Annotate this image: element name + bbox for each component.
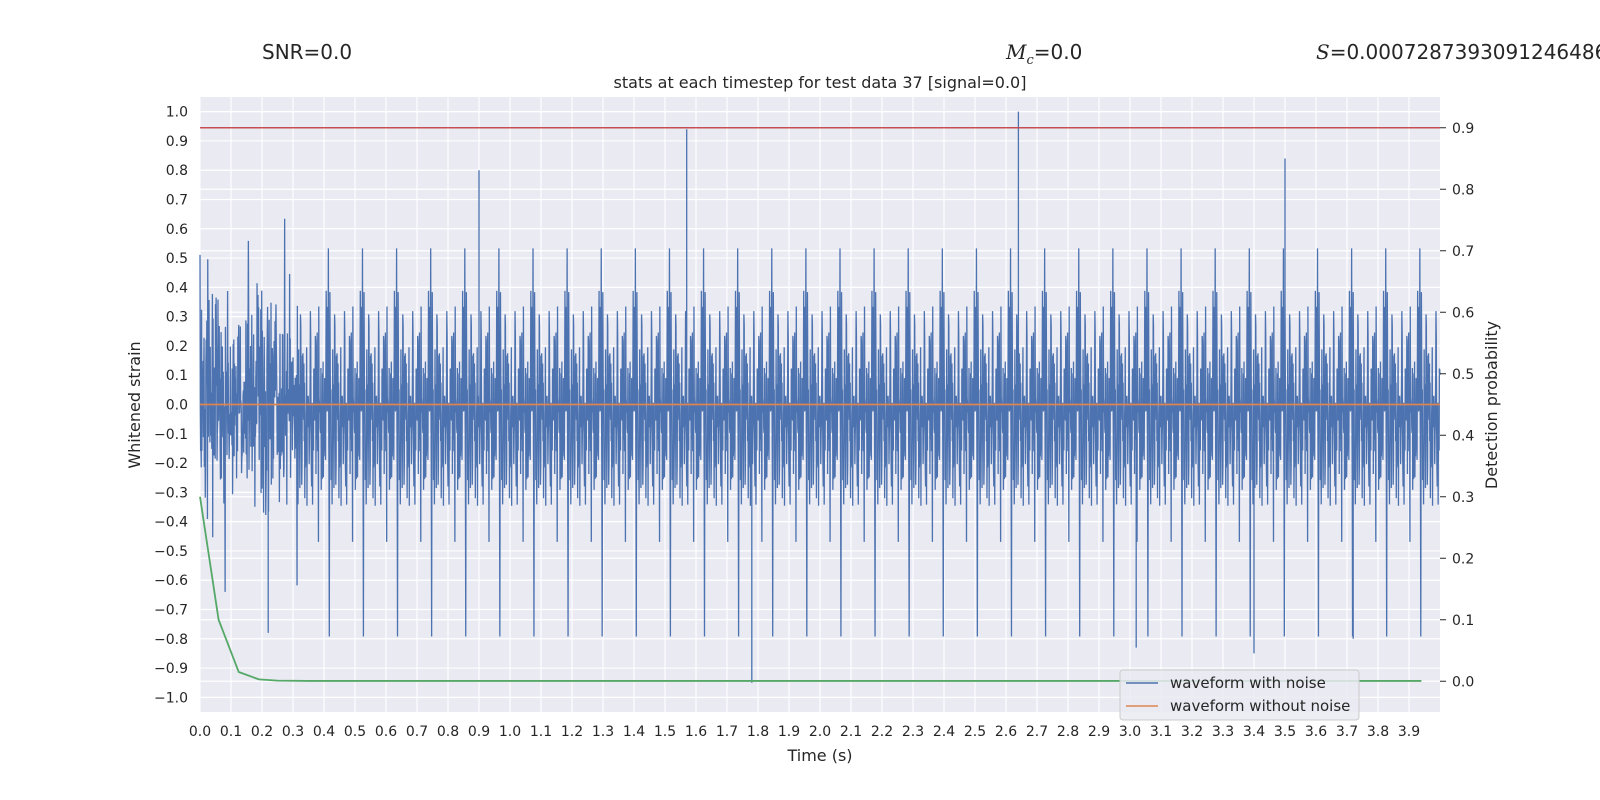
legend: waveform with noise waveform without noi… xyxy=(1119,669,1360,721)
y-tick-label: 0.8 xyxy=(166,163,188,179)
y-tick-label: −1.0 xyxy=(154,690,188,706)
x-tick-label: 2.4 xyxy=(933,724,955,740)
y-axis-ticks: 1.0 0.9 0.8 0.7 0.6 0.5 0.4 0.3 0.2 0.1 0.0 −0.1 −0.… xyxy=(154,105,188,707)
y2-tick-label: 0.6 xyxy=(1452,305,1474,321)
mc-value: =0.0 xyxy=(1033,40,1083,64)
series-layer xyxy=(199,111,1441,683)
y-tick-label: 0.1 xyxy=(166,368,188,384)
x-axis-label: Time (s) xyxy=(786,746,852,765)
x-tick-label: 3.2 xyxy=(1181,724,1203,740)
mc-symbol: M xyxy=(1006,40,1027,64)
x-tick-label: 3.4 xyxy=(1243,724,1265,740)
x-tick-label: 1.3 xyxy=(592,724,614,740)
x-tick-label: 2.6 xyxy=(995,724,1017,740)
chirp-mass-header: Mc=0.0 xyxy=(1006,40,1082,68)
y-tick-label: 0.3 xyxy=(166,310,188,326)
x-tick-label: 1.5 xyxy=(654,724,676,740)
x-tick-label: 0.4 xyxy=(313,724,335,740)
y2-axis-ticks: 0.9 0.8 0.7 0.6 0.5 0.4 0.3 0.2 0.1 0.0 xyxy=(1440,121,1474,690)
x-tick-label: 2.2 xyxy=(871,724,893,740)
x-tick-label: 3.3 xyxy=(1212,724,1234,740)
x-tick-label: 3.8 xyxy=(1367,724,1389,740)
x-tick-label: 1.7 xyxy=(716,724,738,740)
legend-label-noise: waveform with noise xyxy=(1170,674,1326,692)
y-tick-label: 1.0 xyxy=(166,105,188,121)
y-tick-label: −0.5 xyxy=(154,544,188,560)
series-waveform-with-noise xyxy=(199,111,1441,683)
legend-label-clean: waveform without noise xyxy=(1170,697,1350,715)
x-tick-label: 1.2 xyxy=(561,724,583,740)
y-tick-label: 0.2 xyxy=(166,339,188,355)
x-tick-label: 0.5 xyxy=(344,724,366,740)
y-tick-label: 0.4 xyxy=(166,280,188,296)
x-tick-label: 2.8 xyxy=(1057,724,1079,740)
y-tick-label: −0.9 xyxy=(154,661,188,677)
y-tick-label: −0.6 xyxy=(154,573,188,589)
y2-tick-label: 0.5 xyxy=(1452,367,1474,383)
x-tick-label: 3.1 xyxy=(1150,724,1172,740)
x-tick-label: 2.3 xyxy=(902,724,924,740)
y2-tick-label: 0.8 xyxy=(1452,182,1474,198)
y-tick-label: 0.5 xyxy=(166,251,188,267)
y2-axis-label: Detection probability xyxy=(1482,321,1501,489)
y-tick-label: 0.0 xyxy=(166,398,188,414)
y2-tick-label: 0.9 xyxy=(1452,121,1474,137)
x-tick-label: 1.9 xyxy=(778,724,800,740)
x-tick-label: 0.6 xyxy=(375,724,397,740)
y2-tick-label: 0.1 xyxy=(1452,613,1474,629)
x-tick-label: 3.7 xyxy=(1336,724,1358,740)
y-tick-label: −0.1 xyxy=(154,427,188,443)
x-tick-label: 2.1 xyxy=(840,724,862,740)
x-tick-label: 2.9 xyxy=(1088,724,1110,740)
x-tick-label: 1.0 xyxy=(499,724,521,740)
x-tick-label: 0.9 xyxy=(468,724,490,740)
score-header: S=0.0007287393091246486 xyxy=(1316,40,1600,64)
x-tick-label: 0.1 xyxy=(220,724,242,740)
x-tick-label: 3.0 xyxy=(1119,724,1141,740)
y-tick-label: −0.2 xyxy=(154,456,188,472)
mc-subscript: c xyxy=(1026,53,1034,68)
x-tick-label: 0.7 xyxy=(406,724,428,740)
x-axis-ticks: 0.0 0.1 0.2 0.3 0.4 0.5 0.6 0.7 0.8 0.9 1.0 1.1 1.2 1… xyxy=(189,724,1420,740)
x-tick-label: 3.6 xyxy=(1305,724,1327,740)
x-tick-label: 2.0 xyxy=(809,724,831,740)
x-tick-label: 2.5 xyxy=(964,724,986,740)
y-tick-label: −0.3 xyxy=(154,485,188,501)
chart-title: stats at each timestep for test data 37 … xyxy=(614,73,1027,92)
x-tick-label: 3.9 xyxy=(1398,724,1420,740)
y-tick-label: 0.9 xyxy=(166,134,188,150)
series-detection-probability xyxy=(199,496,1422,682)
y2-tick-label: 0.4 xyxy=(1452,428,1474,444)
y-tick-label: −0.7 xyxy=(154,603,188,619)
y-axis-label: Whitened strain xyxy=(125,341,144,468)
x-tick-label: 1.4 xyxy=(623,724,645,740)
y2-tick-label: 0.7 xyxy=(1452,244,1474,260)
x-tick-label: 1.1 xyxy=(530,724,552,740)
y2-tick-label: 0.3 xyxy=(1452,490,1474,506)
x-tick-label: 0.2 xyxy=(251,724,273,740)
x-tick-label: 0.8 xyxy=(437,724,459,740)
x-tick-label: 1.6 xyxy=(685,724,707,740)
y-tick-label: −0.8 xyxy=(154,632,188,648)
legend-box xyxy=(1119,669,1360,721)
x-tick-label: 2.7 xyxy=(1026,724,1048,740)
x-tick-label: 0.3 xyxy=(282,724,304,740)
s-value: =0.0007287393091246486 xyxy=(1329,40,1600,64)
y2-tick-label: 0.2 xyxy=(1452,551,1474,567)
y-tick-label: −0.4 xyxy=(154,515,188,531)
s-symbol: S xyxy=(1316,40,1330,64)
y-tick-label: 0.7 xyxy=(166,193,188,209)
snr-header: SNR=0.0 xyxy=(262,40,353,64)
x-tick-label: 3.5 xyxy=(1274,724,1296,740)
x-tick-label: 1.8 xyxy=(747,724,769,740)
y2-tick-label: 0.0 xyxy=(1452,674,1474,690)
y-tick-label: 0.6 xyxy=(166,222,188,238)
x-tick-label: 0.0 xyxy=(189,724,211,740)
